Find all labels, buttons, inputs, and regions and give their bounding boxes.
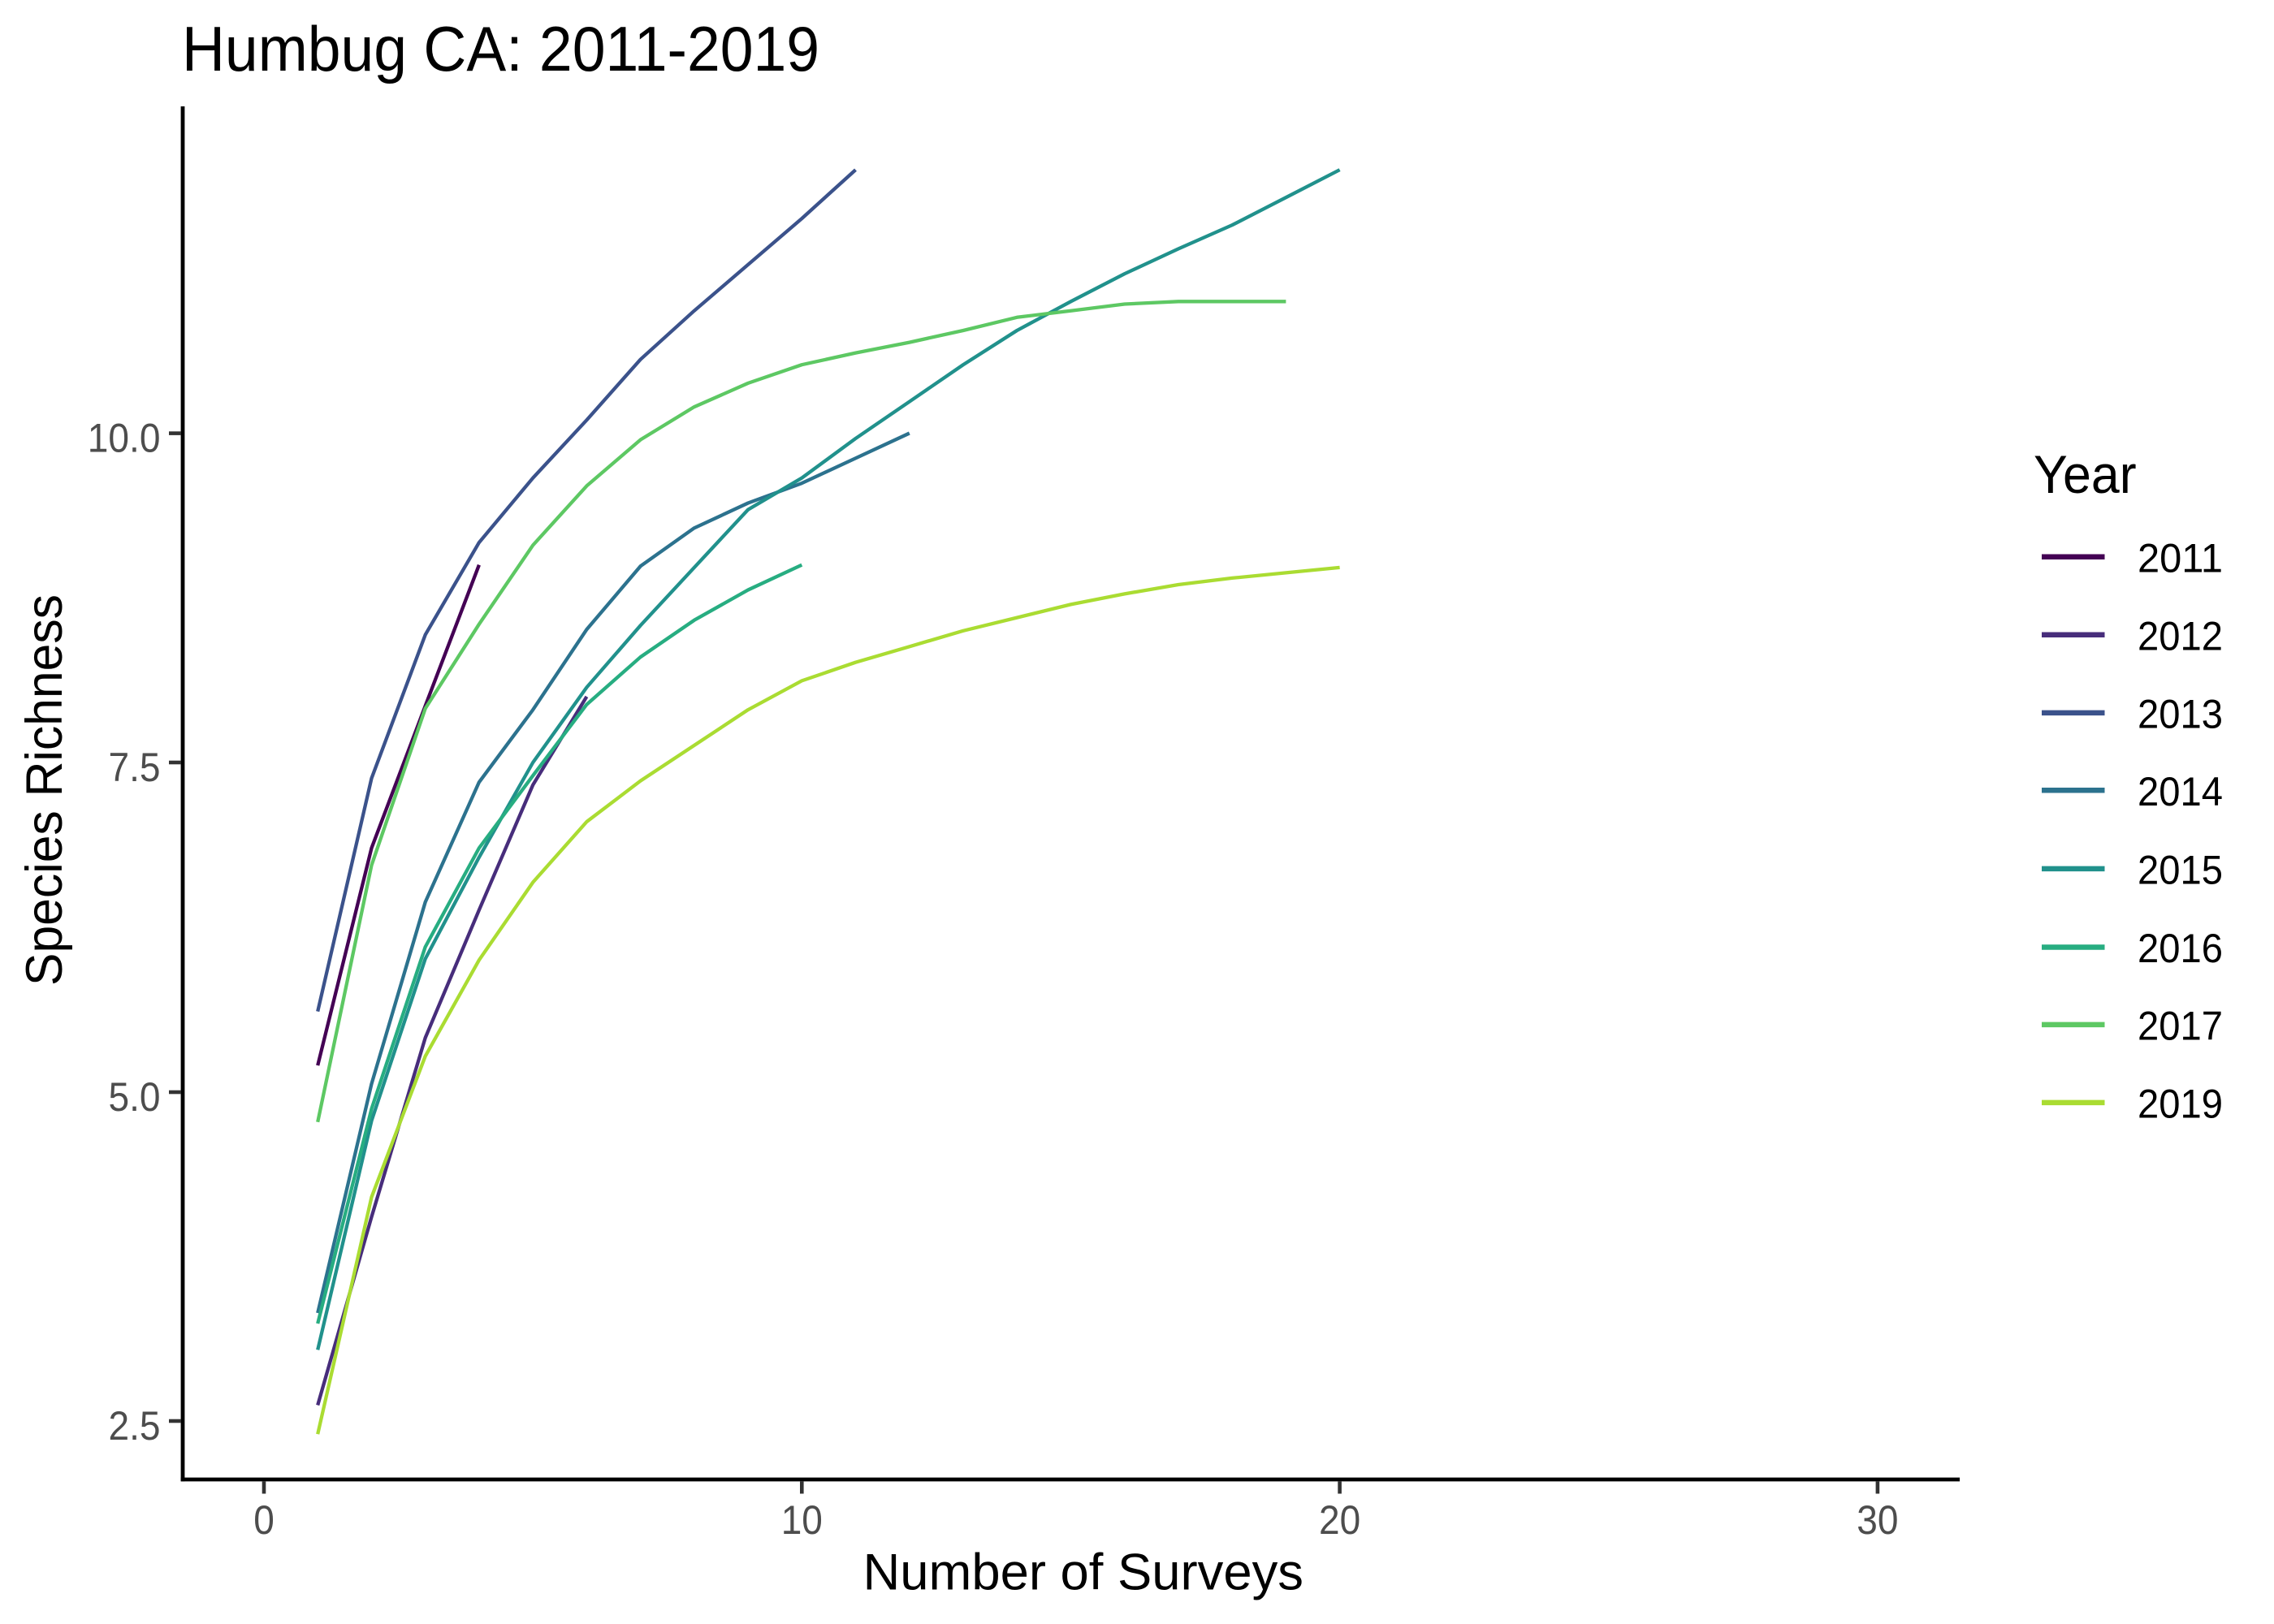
svg-text:10.0: 10.0 <box>88 416 161 461</box>
svg-text:Species Richness: Species Richness <box>16 594 73 986</box>
svg-text:Number of Surveys: Number of Surveys <box>863 1544 1304 1601</box>
svg-text:2.5: 2.5 <box>109 1403 161 1449</box>
svg-text:20: 20 <box>1319 1497 1360 1543</box>
svg-text:2013: 2013 <box>2138 691 2223 736</box>
svg-text:7.5: 7.5 <box>109 745 161 790</box>
svg-text:Year: Year <box>2034 444 2137 504</box>
svg-text:2015: 2015 <box>2138 847 2223 892</box>
svg-text:2014: 2014 <box>2138 769 2223 814</box>
svg-text:10: 10 <box>781 1497 823 1543</box>
svg-text:5.0: 5.0 <box>109 1074 161 1120</box>
svg-text:2019: 2019 <box>2138 1081 2223 1126</box>
svg-text:2012: 2012 <box>2138 613 2223 659</box>
svg-text:2016: 2016 <box>2138 926 2223 971</box>
svg-text:Humbug CA: 2011-2019: Humbug CA: 2011-2019 <box>182 13 819 84</box>
svg-text:0: 0 <box>253 1497 275 1543</box>
svg-text:30: 30 <box>1857 1497 1898 1543</box>
svg-text:2011: 2011 <box>2138 535 2223 581</box>
svg-text:2017: 2017 <box>2138 1003 2223 1048</box>
